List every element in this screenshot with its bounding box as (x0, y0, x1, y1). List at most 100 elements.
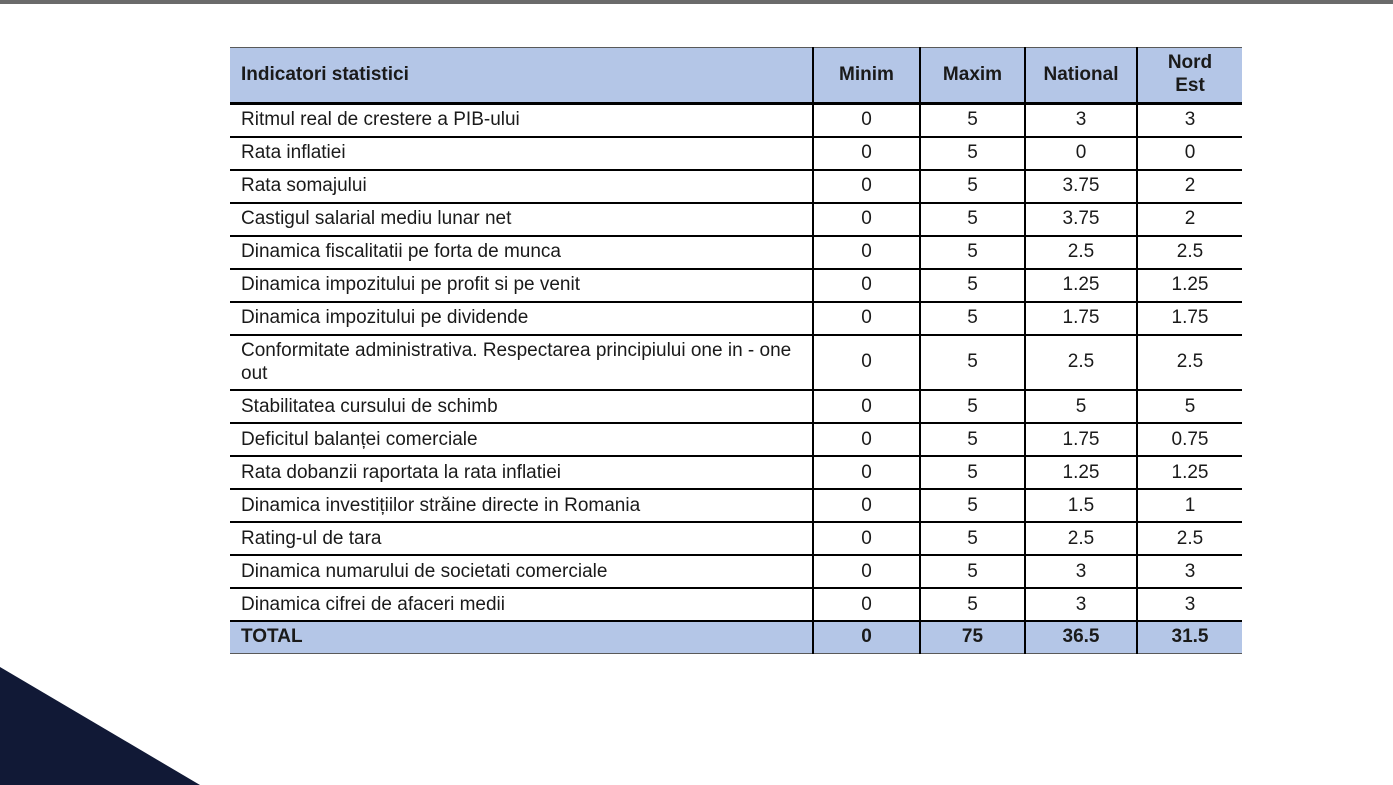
value-cell: 1.75 (1136, 301, 1242, 336)
value-cell: 1.25 (1024, 456, 1137, 490)
indicator-label-cell: Ritmul real de crestere a PIB-ului (230, 103, 813, 138)
total-row: TOTAL 0 75 36.5 31.5 (230, 621, 1242, 654)
value-cell: 0 (812, 301, 920, 336)
total-maxim-cell: 75 (919, 621, 1025, 654)
indicator-label-cell: Rata dobanzii raportata la rata inflatie… (230, 456, 813, 490)
total-national-cell: 36.5 (1024, 621, 1137, 654)
value-cell: 1.25 (1024, 268, 1137, 303)
value-cell: 5 (919, 334, 1025, 391)
table-header-row: Indicatori statistici Minim Maxim Nation… (230, 47, 1242, 105)
value-cell: 5 (919, 136, 1025, 171)
table-row: Rata dobanzii raportata la rata inflatie… (230, 456, 1242, 490)
table-row: Dinamica numarului de societati comercia… (230, 555, 1242, 589)
table-row: Rata somajului 0 5 3.75 2 (230, 169, 1242, 204)
value-cell: 0 (812, 390, 920, 424)
table-body: Ritmul real de crestere a PIB-ului 0 5 3 3 Ra… (230, 103, 1242, 622)
value-cell: 5 (919, 588, 1025, 622)
value-cell: 2.5 (1136, 522, 1242, 556)
total-label-cell: TOTAL (230, 621, 813, 654)
table-row: Dinamica fiscalitatii pe forta de munca 0… (230, 235, 1242, 270)
value-cell: 5 (919, 456, 1025, 490)
value-cell: 5 (919, 235, 1025, 270)
column-header-minim: Minim (812, 47, 920, 105)
indicator-label-cell: Stabilitatea cursului de schimb (230, 390, 813, 424)
value-cell: 0 (812, 555, 920, 589)
value-cell: 1 (1136, 489, 1242, 523)
value-cell: 5 (919, 268, 1025, 303)
indicator-label-cell: Castigul salarial mediu lunar net (230, 202, 813, 237)
value-cell: 0 (812, 103, 920, 138)
value-cell: 5 (919, 202, 1025, 237)
column-header-indicatori: Indicatori statistici (230, 47, 813, 105)
top-rule-bar (0, 0, 1393, 4)
value-cell: 5 (919, 522, 1025, 556)
table-row: Conformitate administrativa. Respectarea… (230, 334, 1242, 391)
value-cell: 5 (1024, 390, 1137, 424)
value-cell: 3 (1136, 555, 1242, 589)
value-cell: 0 (1024, 136, 1137, 171)
value-cell: 1.75 (1024, 301, 1137, 336)
value-cell: 0 (812, 268, 920, 303)
indicator-label-cell: Rata somajului (230, 169, 813, 204)
value-cell: 3 (1024, 588, 1137, 622)
indicator-label-cell: Dinamica impozitului pe profit si pe ven… (230, 268, 813, 303)
table-row: Stabilitatea cursului de schimb 0 5 5 5 (230, 390, 1242, 424)
table-row: Ritmul real de crestere a PIB-ului 0 5 3 3 (230, 103, 1242, 138)
value-cell: 0 (812, 334, 920, 391)
indicator-label-cell: Dinamica fiscalitatii pe forta de munca (230, 235, 813, 270)
value-cell: 3.75 (1024, 202, 1137, 237)
value-cell: 2.5 (1024, 235, 1137, 270)
value-cell: 2 (1136, 169, 1242, 204)
value-cell: 5 (919, 301, 1025, 336)
table-row: Castigul salarial mediu lunar net 0 5 3.75 2 (230, 202, 1242, 237)
table-row: Dinamica cifrei de afaceri medii 0 5 3 3 (230, 588, 1242, 622)
value-cell: 0 (812, 169, 920, 204)
indicator-label-cell: Dinamica numarului de societati comercia… (230, 555, 813, 589)
value-cell: 5 (919, 103, 1025, 138)
total-nord-est-cell: 31.5 (1136, 621, 1242, 654)
value-cell: 2.5 (1136, 235, 1242, 270)
table-row: Dinamica impozitului pe dividende 0 5 1.75 1… (230, 301, 1242, 336)
value-cell: 3 (1136, 103, 1242, 138)
table-row: Deficitul balanței comerciale 0 5 1.75 0.75 (230, 423, 1242, 457)
column-header-national: National (1024, 47, 1137, 105)
column-header-maxim: Maxim (919, 47, 1025, 105)
value-cell: 0 (812, 423, 920, 457)
value-cell: 5 (919, 390, 1025, 424)
value-cell: 1.25 (1136, 268, 1242, 303)
total-minim-cell: 0 (812, 621, 920, 654)
indicator-label-cell: Dinamica impozitului pe dividende (230, 301, 813, 336)
value-cell: 2.5 (1024, 334, 1137, 391)
value-cell: 0 (812, 202, 920, 237)
value-cell: 1.25 (1136, 456, 1242, 490)
value-cell: 0 (812, 522, 920, 556)
value-cell: 5 (919, 555, 1025, 589)
value-cell: 3.75 (1024, 169, 1137, 204)
indicator-label-cell: Deficitul balanței comerciale (230, 423, 813, 457)
value-cell: 0 (1136, 136, 1242, 171)
column-header-nord-est: Nord Est (1136, 47, 1242, 105)
value-cell: 1.5 (1024, 489, 1137, 523)
table-row: Rating-ul de tara 0 5 2.5 2.5 (230, 522, 1242, 556)
indicator-label-cell: Dinamica cifrei de afaceri medii (230, 588, 813, 622)
indicator-label-cell: Rating-ul de tara (230, 522, 813, 556)
table-row: Dinamica impozitului pe profit si pe ven… (230, 268, 1242, 303)
value-cell: 0 (812, 489, 920, 523)
value-cell: 5 (919, 169, 1025, 204)
indicators-table: Indicatori statistici Minim Maxim Nation… (230, 47, 1242, 654)
value-cell: 3 (1024, 103, 1137, 138)
value-cell: 0 (812, 136, 920, 171)
table-row: Rata inflatiei 0 5 0 0 (230, 136, 1242, 171)
value-cell: 2 (1136, 202, 1242, 237)
value-cell: 1.75 (1024, 423, 1137, 457)
value-cell: 0 (812, 588, 920, 622)
value-cell: 0 (812, 235, 920, 270)
indicator-label-cell: Conformitate administrativa. Respectarea… (230, 334, 813, 391)
value-cell: 0 (812, 456, 920, 490)
value-cell: 3 (1136, 588, 1242, 622)
table-row: Dinamica investițiilor străine directe i… (230, 489, 1242, 523)
value-cell: 2.5 (1136, 334, 1242, 391)
indicator-label-cell: Dinamica investițiilor străine directe i… (230, 489, 813, 523)
